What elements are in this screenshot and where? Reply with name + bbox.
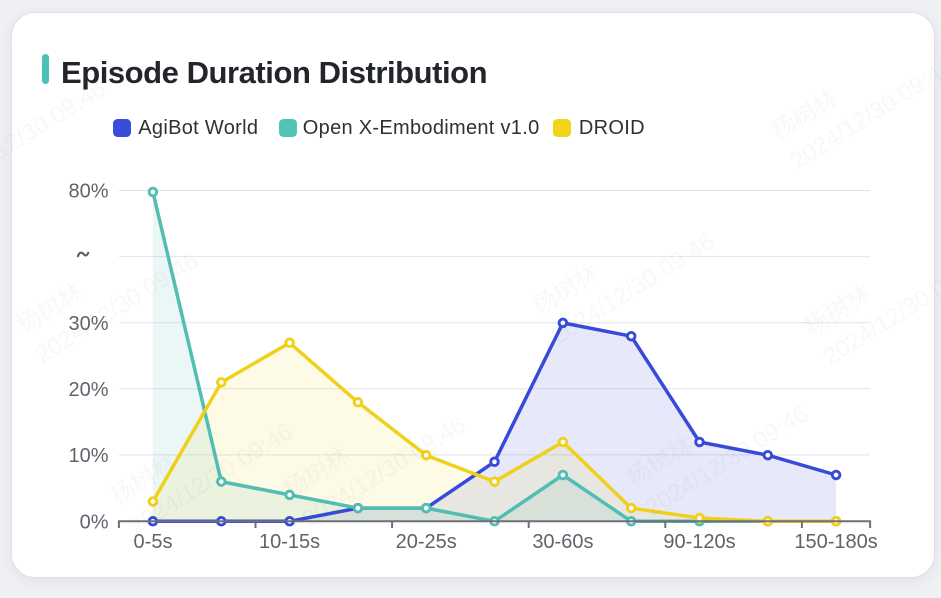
svg-text:90-120s: 90-120s [663,531,735,553]
svg-text:10%: 10% [68,445,108,467]
svg-text:20%: 20% [68,379,108,401]
svg-text:150-180s: 150-180s [794,531,877,553]
svg-text:0%: 0% [80,512,109,534]
svg-text:10-15s: 10-15s [259,531,320,553]
svg-text:80%: 80% [68,181,108,203]
svg-text:30-60s: 30-60s [532,531,593,553]
svg-text:20-25s: 20-25s [396,531,457,553]
svg-text:30%: 30% [68,313,108,335]
svg-text:0-5s: 0-5s [134,531,173,553]
